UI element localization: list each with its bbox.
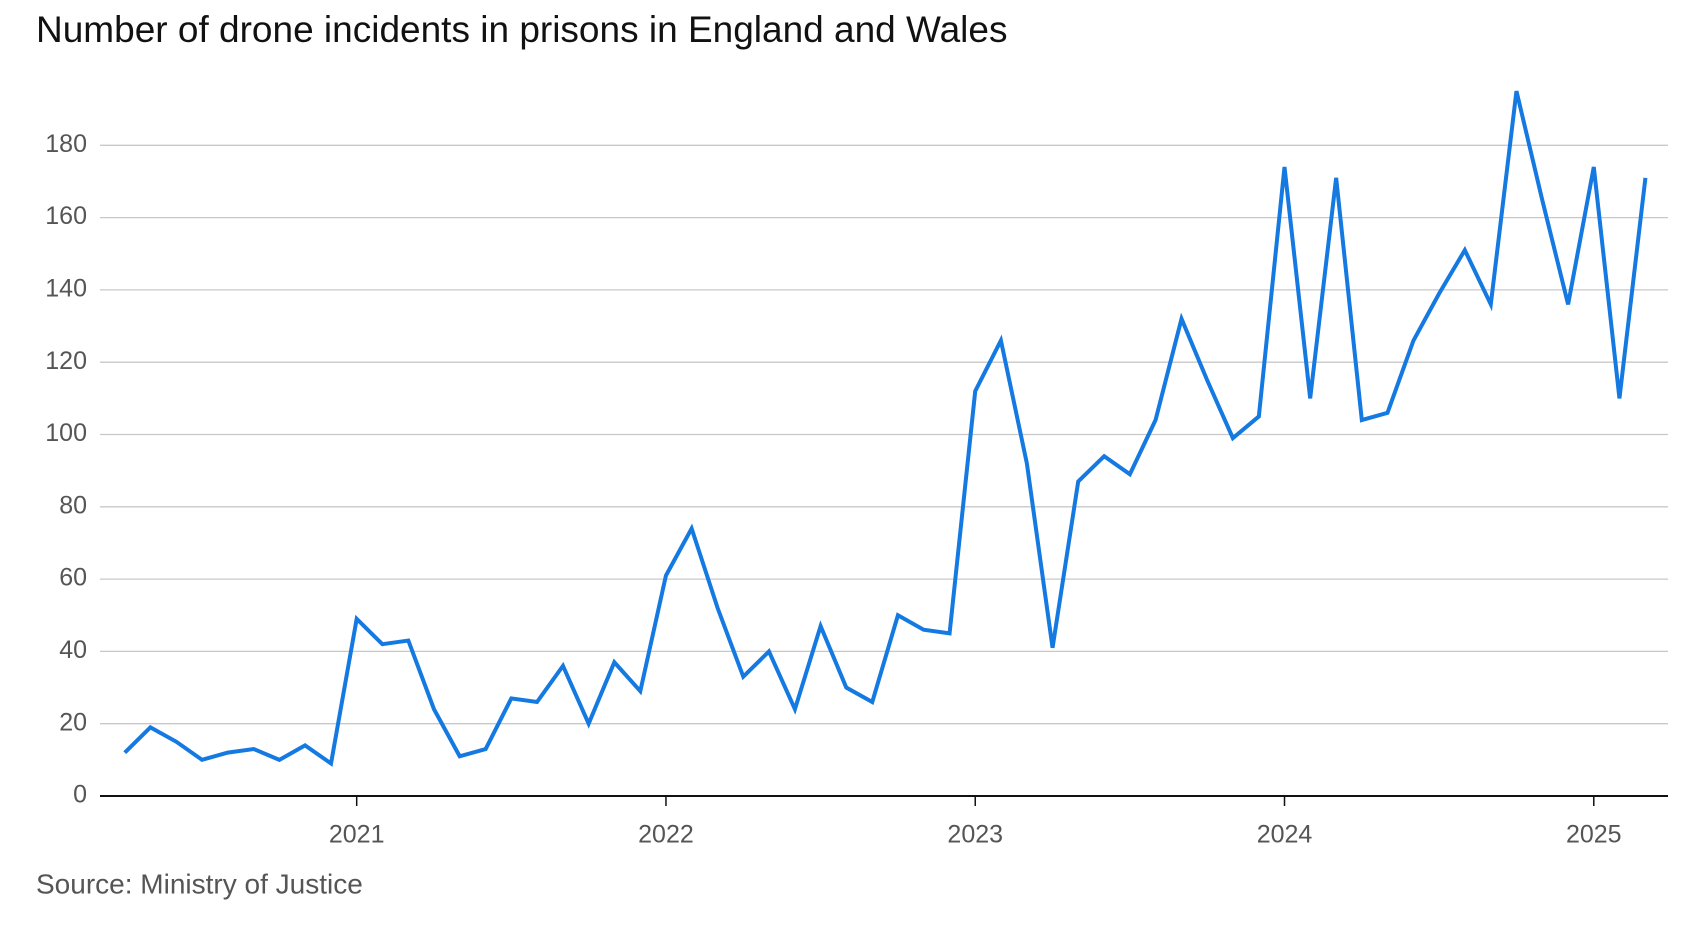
y-tick-label: 140 — [45, 275, 87, 303]
y-tick-label: 180 — [45, 130, 87, 158]
y-tick-label: 60 — [59, 564, 87, 592]
x-tick-label: 2024 — [1257, 821, 1313, 849]
y-tick-label: 100 — [45, 419, 87, 447]
source-note: Source: Ministry of Justice — [36, 868, 363, 899]
y-tick-label: 0 — [73, 781, 87, 809]
y-tick-label: 120 — [45, 347, 87, 375]
y-tick-label: 80 — [59, 491, 87, 519]
y-tick-label: 20 — [59, 708, 87, 736]
x-tick-label: 2022 — [638, 821, 694, 849]
y-tick-label: 40 — [59, 636, 87, 664]
y-tick-label: 160 — [45, 202, 87, 230]
x-tick-label: 2025 — [1566, 821, 1622, 849]
x-tick-label: 2023 — [947, 821, 1003, 849]
data-line — [123, 90, 1648, 767]
x-tick-label: 2021 — [329, 821, 385, 849]
chart-title: Number of drone incidents in prisons in … — [36, 9, 1007, 50]
